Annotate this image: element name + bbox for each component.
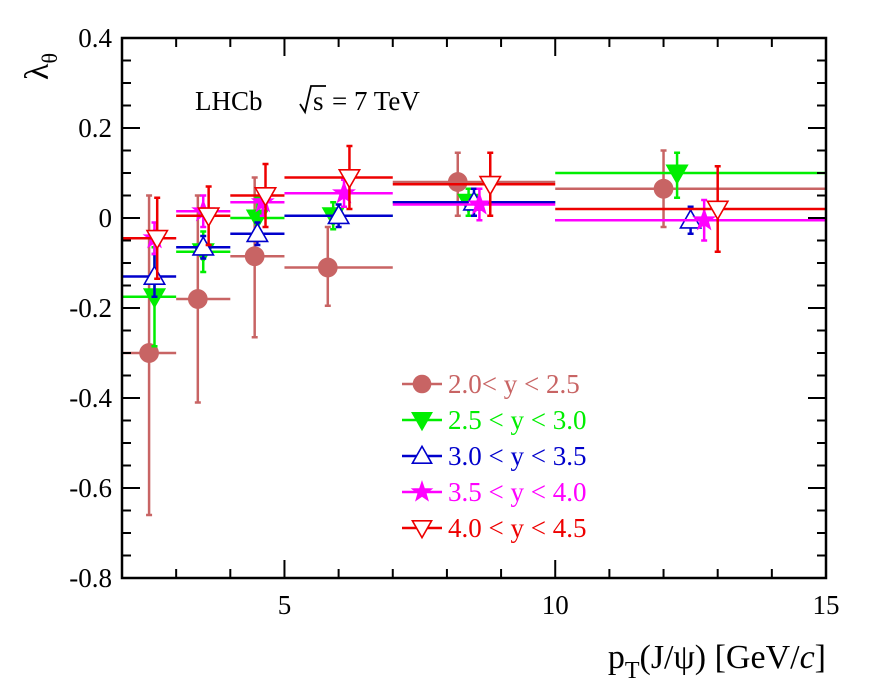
x-axis-title-rest: (J/ψ) [GeV/ <box>640 639 801 676</box>
data-point <box>478 175 502 197</box>
x-axis-title-c: c <box>800 639 815 676</box>
svg-text:λθ: λθ <box>19 53 62 80</box>
legend-marker <box>411 411 433 432</box>
data-point <box>653 178 674 199</box>
x-tick-label: 5 <box>278 590 292 620</box>
data-point <box>317 257 338 278</box>
y-axis-title-sub: θ <box>37 53 62 64</box>
y-tick-label: 0 <box>99 203 113 233</box>
x-tick-label: 10 <box>542 590 569 620</box>
legend-marker <box>410 480 434 502</box>
svg-text:pT(J/ψ) [GeV/c]: pT(J/ψ) [GeV/c] <box>608 639 826 684</box>
legend-label: 2.0< y < 2.5 <box>448 369 580 399</box>
y-axis-title: λθ <box>19 53 62 80</box>
x-axis-title: pT(J/ψ) [GeV/c] <box>608 639 826 684</box>
y-tick-label: -0.4 <box>69 383 112 413</box>
legend-marker <box>411 519 433 540</box>
legend-entry: 2.0< y < 2.5 <box>402 369 580 399</box>
y-tick-label: 0.2 <box>78 113 112 143</box>
series-1 <box>122 149 826 517</box>
data-point <box>145 229 169 251</box>
legend-label: 2.5 < y < 3.0 <box>448 405 586 435</box>
x-axis-title-close: ] <box>815 639 826 676</box>
y-tick-label: -0.6 <box>69 473 112 503</box>
y-axis-title-main: λ <box>19 63 56 80</box>
y-tick-label: -0.2 <box>69 293 112 323</box>
data-point <box>447 172 468 192</box>
y-tick-label: -0.8 <box>69 563 112 593</box>
annotation-energy: = 7 TeV <box>332 86 420 116</box>
data-point <box>706 200 730 221</box>
legend-entry: 3.0 < y < 3.5 <box>402 441 586 471</box>
annotation-sqrt-s: s <box>313 86 324 116</box>
data-point <box>332 180 356 204</box>
data-point <box>253 187 278 208</box>
legend: 2.0< y < 2.5 2.5 < y < 3.0 3.0 < y < 3.5 3.… <box>402 369 586 543</box>
legend-label: 3.0 < y < 3.5 <box>448 441 586 471</box>
experiment-annotation: LHCb s = 7 TeV <box>195 85 420 116</box>
series-5 <box>122 144 826 280</box>
data-point <box>327 203 351 225</box>
data-point <box>197 207 221 228</box>
legend-label: 4.0 < y < 4.5 <box>448 513 586 543</box>
legend-entry: 3.5 < y < 4.0 <box>402 477 586 507</box>
plot-marks <box>122 144 826 517</box>
data-point <box>139 343 159 363</box>
data-point <box>142 264 167 285</box>
legend-entry: 2.5 < y < 3.0 <box>402 405 586 435</box>
sqrt-symbol <box>299 85 326 115</box>
data-point <box>467 191 492 215</box>
legend-marker <box>412 374 432 394</box>
data-point <box>187 289 208 309</box>
x-tick-label: 15 <box>813 590 840 620</box>
x-axis-title-pt: p <box>608 639 625 676</box>
data-point <box>692 207 717 231</box>
legend-marker <box>411 444 433 465</box>
data-point <box>337 169 362 190</box>
data-point <box>245 221 269 243</box>
tick-labels: 5 10 15 -0.8 -0.6 -0.4 -0.2 0 0.2 0.4 <box>69 23 839 620</box>
data-point <box>244 246 265 267</box>
legend-entry: 4.0 < y < 4.5 <box>402 513 586 543</box>
legend-label: 3.5 < y < 4.0 <box>448 477 586 507</box>
data-point <box>665 164 689 185</box>
axis-ticks <box>121 37 827 579</box>
x-axis-title-sub: T <box>625 658 640 684</box>
y-tick-label: 0.4 <box>78 23 112 53</box>
annotation-experiment: LHCb <box>195 86 263 116</box>
